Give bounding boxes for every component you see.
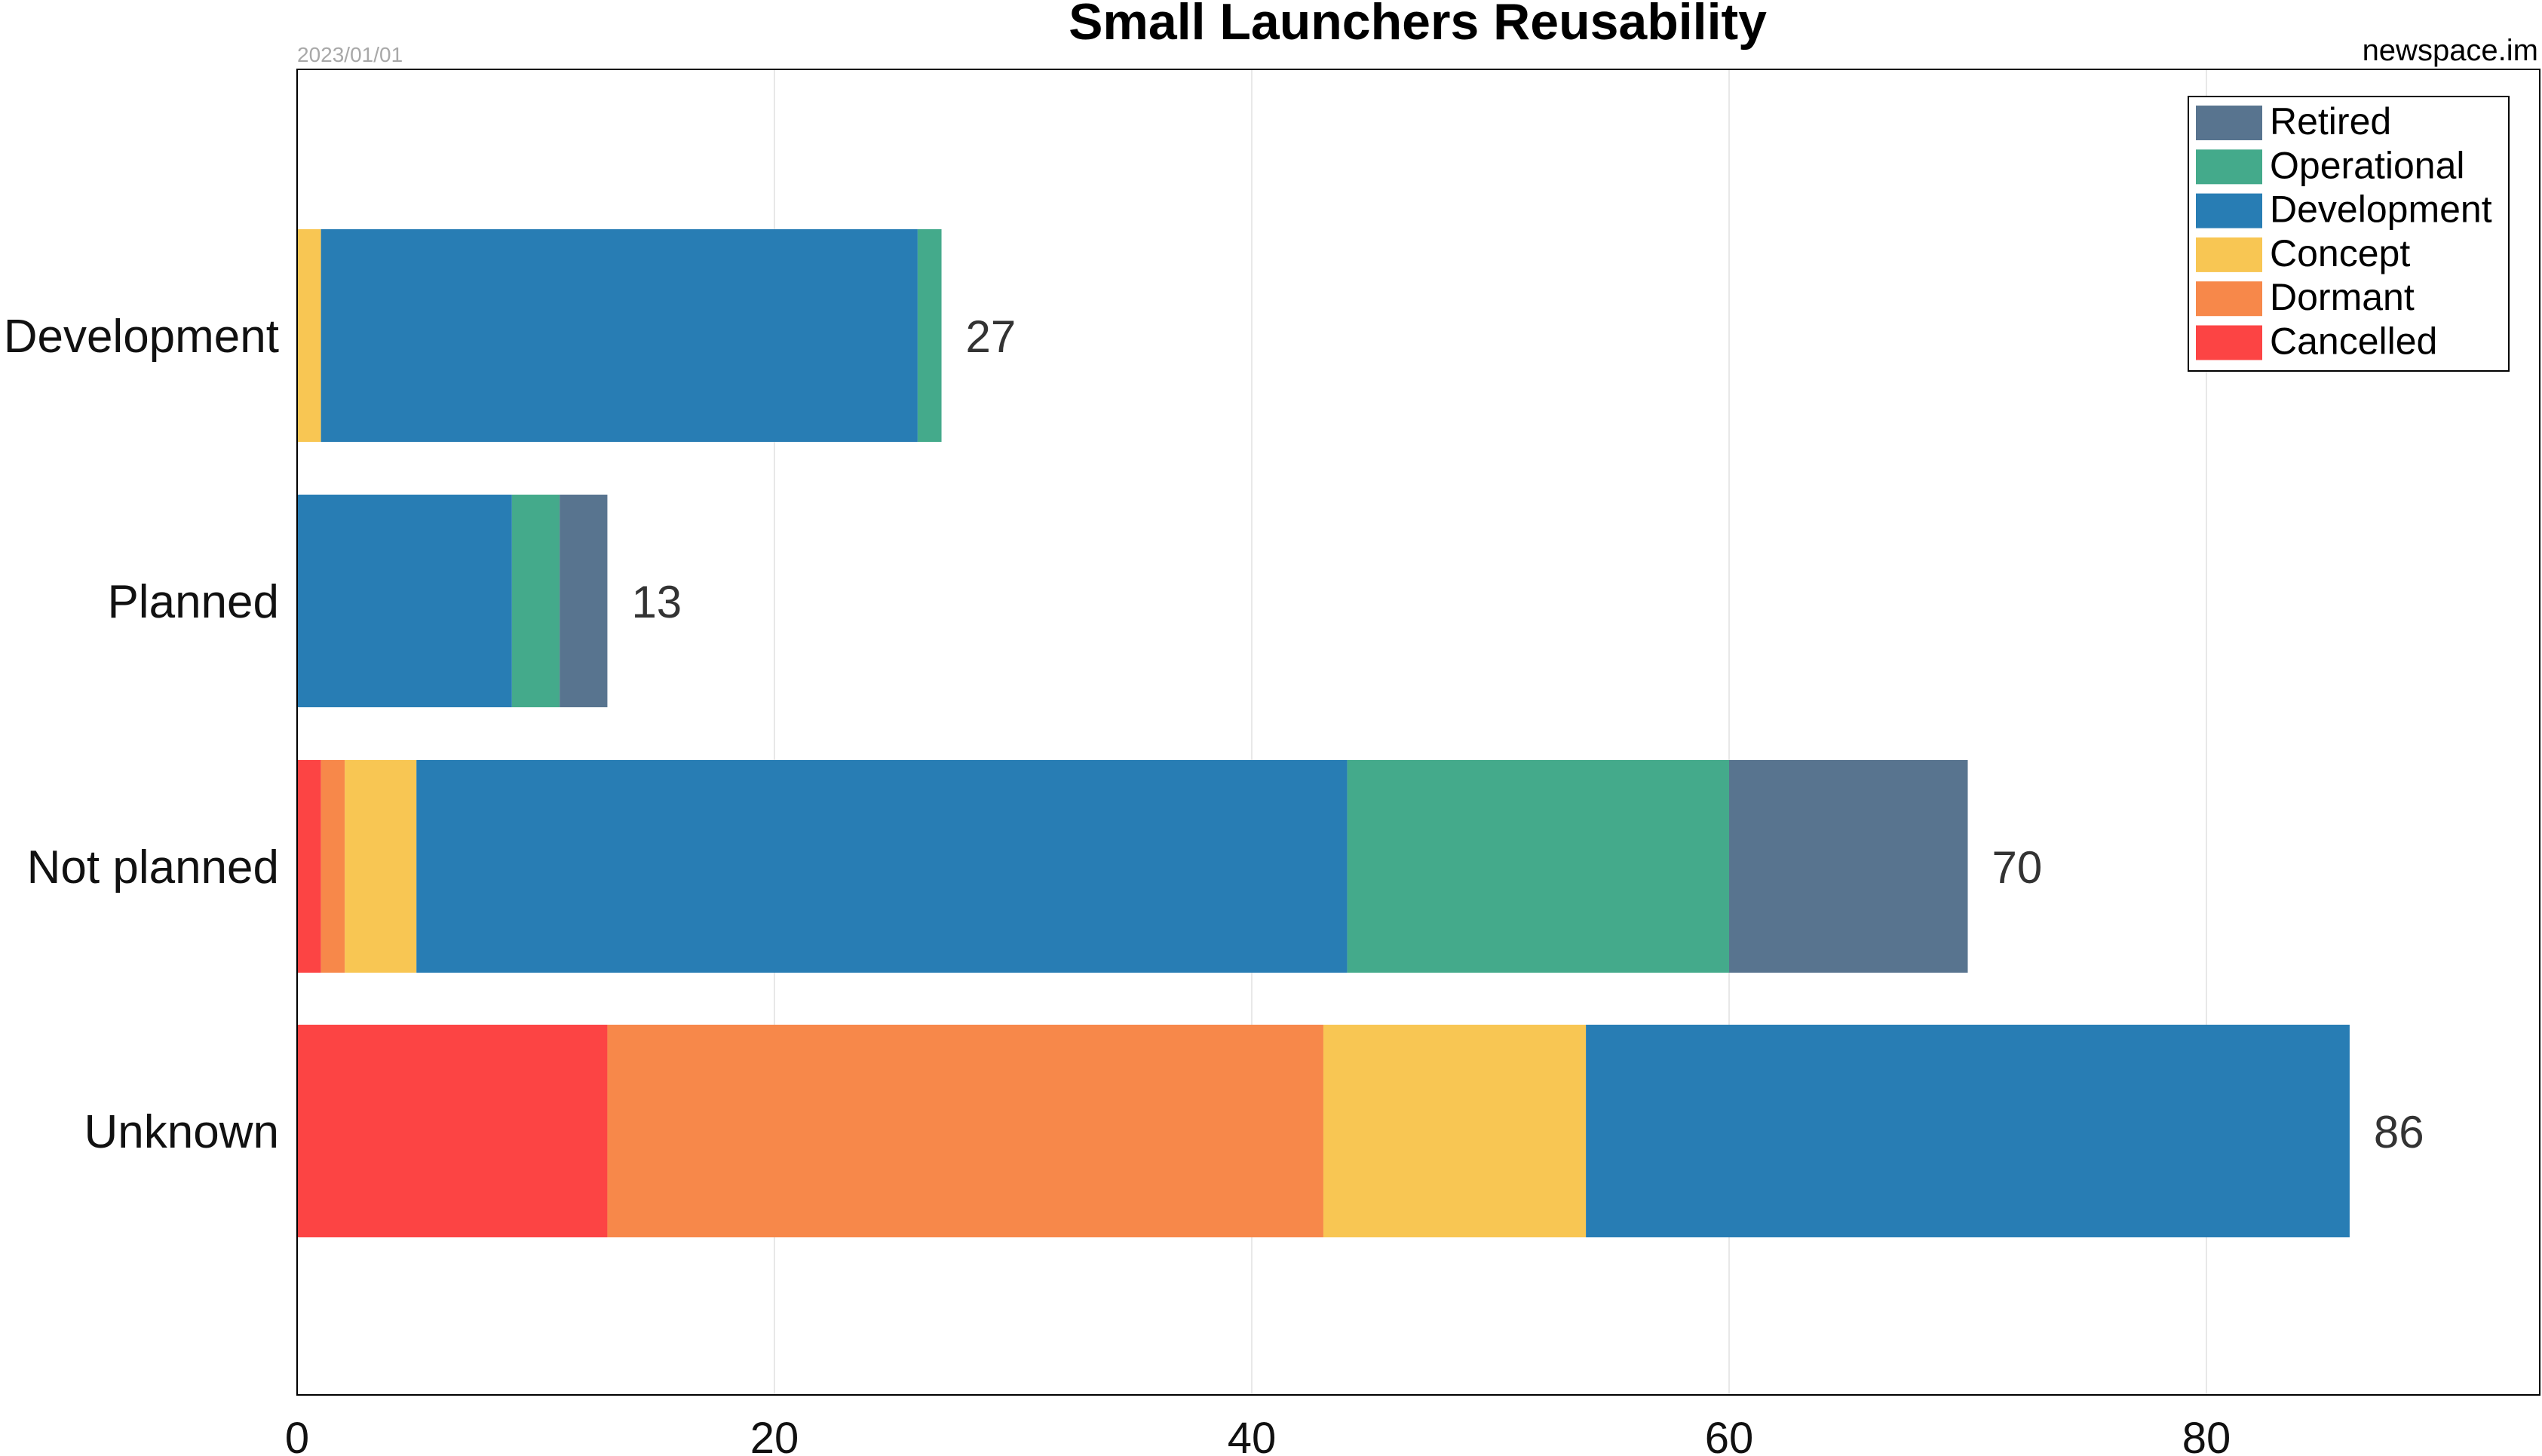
category-label-not-planned: Not planned bbox=[27, 841, 279, 894]
plot-frame bbox=[296, 69, 2540, 1396]
x-tick-label-20: 20 bbox=[750, 1414, 799, 1456]
chart-title: Small Launchers Reusability bbox=[1069, 0, 1767, 51]
total-label-unknown: 86 bbox=[2374, 1107, 2424, 1157]
chart-source: newspace.im bbox=[2363, 34, 2538, 67]
bar-unknown-development bbox=[1586, 1025, 2350, 1237]
bar-development-concept bbox=[297, 229, 321, 442]
bar-not-planned-retired bbox=[1729, 760, 1968, 973]
bar-not-planned-operational bbox=[1347, 760, 1729, 973]
x-axis-ticks: 0 20 40 60 80 bbox=[285, 1414, 2231, 1456]
bar-not-planned-development bbox=[416, 760, 1348, 973]
category-label-unknown: Unknown bbox=[84, 1106, 279, 1158]
x-tick-label-0: 0 bbox=[285, 1414, 309, 1456]
bar-not-planned-cancelled bbox=[297, 760, 321, 973]
legend-label-retired: Retired bbox=[2270, 100, 2391, 143]
bar-unknown-cancelled bbox=[297, 1025, 608, 1237]
legend-swatch-retired bbox=[2196, 106, 2262, 140]
legend: RetiredOperationalDevelopmentConceptDorm… bbox=[2188, 96, 2510, 372]
category-label-development: Development bbox=[4, 311, 279, 363]
legend-label-concept: Concept bbox=[2270, 232, 2410, 274]
legend-label-dormant: Dormant bbox=[2270, 276, 2415, 318]
x-tick-label-40: 40 bbox=[1228, 1414, 1277, 1456]
bar-planned-development bbox=[297, 495, 512, 707]
total-label-not-planned: 70 bbox=[1992, 842, 2043, 893]
legend-swatch-operational bbox=[2196, 149, 2262, 185]
legend-swatch-concept bbox=[2196, 237, 2262, 272]
legend-swatch-development bbox=[2196, 193, 2262, 228]
bar-not-planned-concept bbox=[345, 760, 417, 973]
total-label-development: 27 bbox=[966, 311, 1016, 362]
bar-planned-operational bbox=[511, 495, 560, 707]
bar-planned-retired bbox=[560, 495, 608, 707]
category-labels: Development Planned Not planned Unknown bbox=[4, 311, 279, 1158]
legend-swatch-dormant bbox=[2196, 281, 2262, 317]
legend-label-cancelled: Cancelled bbox=[2270, 320, 2437, 363]
bar-not-planned-dormant bbox=[320, 760, 345, 973]
bar-development-operational bbox=[917, 229, 942, 442]
chart-date: 2023/01/01 bbox=[297, 43, 403, 66]
bar-unknown-dormant bbox=[607, 1025, 1323, 1237]
total-labels: 27 13 70 86 bbox=[631, 311, 2424, 1157]
x-tick-label-80: 80 bbox=[2182, 1414, 2231, 1456]
legend-swatch-cancelled bbox=[2196, 325, 2262, 360]
total-label-planned: 13 bbox=[631, 577, 682, 627]
legend-box bbox=[2188, 96, 2510, 372]
bar-unknown-concept bbox=[1323, 1025, 1587, 1237]
bars bbox=[297, 229, 2350, 1237]
category-label-planned: Planned bbox=[107, 576, 279, 628]
x-tick-label-60: 60 bbox=[1705, 1414, 1754, 1456]
legend-label-operational: Operational bbox=[2270, 144, 2465, 186]
legend-label-development: Development bbox=[2270, 189, 2492, 231]
bar-development-development bbox=[320, 229, 918, 442]
